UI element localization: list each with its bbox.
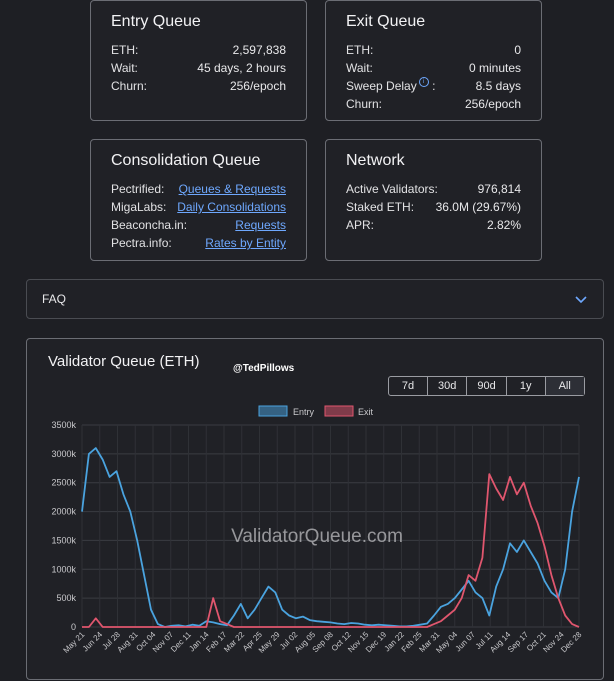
sweep-delay-colon: : <box>432 79 436 93</box>
faq-accordion[interactable]: FAQ <box>26 279 604 319</box>
consolidation-row: MigaLabs: Daily Consolidations <box>111 198 286 216</box>
exit-eth-row: ETH: 0 <box>346 41 521 59</box>
info-icon[interactable]: i <box>418 77 429 87</box>
exit-series-line <box>82 473 580 628</box>
requests-link[interactable]: Requests <box>235 218 286 232</box>
pectra-info-label: Pectra.info: <box>111 236 172 250</box>
watermark: ValidatorQueue.com <box>231 526 403 547</box>
consolidation-queue-title: Consolidation Queue <box>111 152 261 169</box>
y-tick-label: 500k <box>56 593 76 603</box>
y-tick-label: 2000k <box>51 507 76 517</box>
exit-eth-label: ETH: <box>346 43 374 57</box>
entry-churn-value: 256/epoch <box>229 79 286 93</box>
twitter-handle: @TedPillows <box>233 363 295 374</box>
apr-label: APR: <box>346 218 375 232</box>
exit-eth-value: 0 <box>514 43 521 57</box>
entry-churn-label: Churn: <box>111 79 148 93</box>
x-tick-label: Mar 22 <box>222 630 246 654</box>
sweep-delay-label: Sweep Delay <box>346 79 417 93</box>
x-tick-label: Aug 31 <box>115 630 140 655</box>
daily-consolidations-link[interactable]: Daily Consolidations <box>177 200 286 214</box>
y-tick-label: 3500k <box>51 420 76 430</box>
consolidation-queue-card: Consolidation Queue Pectrified: Queues & … <box>90 139 307 261</box>
exit-churn-row: Churn: 256/epoch <box>346 95 521 113</box>
pectrified-label: Pectrified: <box>111 182 165 196</box>
x-tick-label: Sep 17 <box>506 630 531 655</box>
sweep-delay-value: 8.5 days <box>475 79 521 93</box>
network-card: Network Active Validators: 976,814 Staked… <box>325 139 542 261</box>
exit-queue-title: Exit Queue <box>346 13 426 30</box>
y-tick-label: 0 <box>71 622 76 632</box>
entry-churn-row: Churn: 256/epoch <box>111 77 286 95</box>
range-selector: 7d 30d 90d 1y All <box>388 376 585 396</box>
beaconchain-label: Beaconcha.in: <box>111 218 188 232</box>
entry-queue-card: Entry Queue ETH: 2,597,838 Wait: 45 days, … <box>90 0 307 121</box>
active-validators-value: 976,814 <box>477 182 521 196</box>
x-tick-label: Jun 07 <box>454 630 478 654</box>
range-90d-button[interactable]: 90d <box>467 377 507 395</box>
migalabs-label: MigaLabs: <box>111 200 167 214</box>
entry-wait-row: Wait: 45 days, 2 hours <box>111 59 286 77</box>
network-row: APR: 2.82% <box>346 216 521 234</box>
entry-eth-label: ETH: <box>111 43 139 57</box>
range-all-button[interactable]: All <box>545 377 584 395</box>
exit-wait-label: Wait: <box>346 61 373 75</box>
exit-wait-value: 0 minutes <box>468 61 521 75</box>
exit-wait-row: Wait: 0 minutes <box>346 59 521 77</box>
chevron-down-icon[interactable] <box>574 292 588 306</box>
consolidation-row: Beaconcha.in: Requests <box>111 216 286 234</box>
queue-line-chart: Entry Exit 0 500k 1000k 1500k 2000k 2500k 3000… <box>51 405 584 655</box>
exit-sweep-row: Sweep Delay i : 8.5 days <box>346 77 521 95</box>
consolidation-row: Pectra.info: Rates by Entity <box>111 234 286 252</box>
x-tick-label: Dec 28 <box>559 630 584 655</box>
chart-legend: Entry Exit <box>258 405 374 417</box>
network-title: Network <box>346 152 405 169</box>
network-row: Active Validators: 976,814 <box>346 180 521 198</box>
y-tick-label: 3000k <box>51 449 76 459</box>
range-7d-button[interactable]: 7d <box>389 377 428 395</box>
apr-value: 2.82% <box>486 218 521 232</box>
network-row: Staked ETH: 36.0M (29.67%) <box>346 198 521 216</box>
entry-wait-label: Wait: <box>111 61 138 75</box>
chart-title: Validator Queue (ETH) <box>48 353 200 370</box>
staked-eth-value: 36.0M (29.67%) <box>435 200 521 214</box>
faq-label: FAQ <box>42 292 67 306</box>
exit-queue-card: Exit Queue ETH: 0 Wait: 0 minutes Sweep De… <box>325 0 542 121</box>
exit-churn-value: 256/epoch <box>464 97 521 111</box>
legend-entry-swatch[interactable] <box>258 405 288 417</box>
legend-exit-label[interactable]: Exit <box>358 407 374 417</box>
entry-queue-title: Entry Queue <box>111 13 201 30</box>
entry-wait-value: 45 days, 2 hours <box>197 61 286 75</box>
range-1y-button[interactable]: 1y <box>507 377 546 395</box>
entry-eth-row: ETH: 2,597,838 <box>111 41 286 59</box>
y-tick-label: 1000k <box>51 564 76 574</box>
consolidation-row: Pectrified: Queues & Requests <box>111 180 286 198</box>
legend-exit-swatch[interactable] <box>324 405 354 417</box>
range-30d-button[interactable]: 30d <box>428 377 468 395</box>
legend-entry-label[interactable]: Entry <box>293 407 315 417</box>
staked-eth-label: Staked ETH: <box>346 200 415 214</box>
x-tick-label: Sep 08 <box>311 630 336 655</box>
y-tick-label: 2500k <box>51 478 76 488</box>
queues-requests-link[interactable]: Queues & Requests <box>178 182 286 196</box>
validator-queue-chart-card: Validator Queue (ETH) @TedPillows 7d 30d… <box>26 338 604 680</box>
entry-eth-value: 2,597,838 <box>232 43 286 57</box>
y-tick-label: 1500k <box>51 535 76 545</box>
exit-churn-label: Churn: <box>346 97 383 111</box>
x-tick-label: Jun 24 <box>81 630 105 654</box>
x-tick-label: May 21 <box>61 630 86 655</box>
rates-by-entity-link[interactable]: Rates by Entity <box>205 236 286 250</box>
active-validators-label: Active Validators: <box>346 182 438 196</box>
